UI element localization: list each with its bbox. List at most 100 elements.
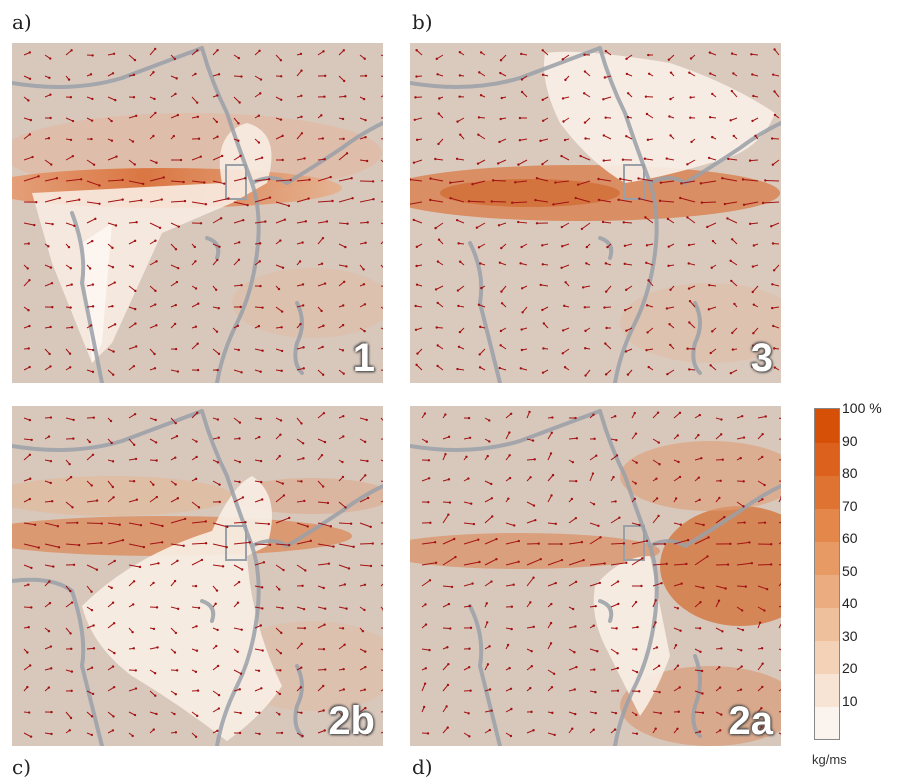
wind-arrow-head xyxy=(362,345,365,348)
wind-arrow-head xyxy=(667,58,671,61)
wind-arrow-head xyxy=(238,688,241,691)
wind-arrow-head xyxy=(345,152,349,155)
wind-arrow-head xyxy=(95,499,99,502)
wind-arrow-head xyxy=(638,523,641,527)
wind-arrow xyxy=(317,563,329,566)
wind-arrow-head xyxy=(667,245,670,248)
wind-arrow-head xyxy=(363,583,367,586)
wind-arrow-head xyxy=(770,137,774,140)
wind-arrow-head xyxy=(773,48,776,51)
wind-arrow-head xyxy=(458,74,462,77)
wind-arrow-head xyxy=(153,47,157,51)
wind-arrow-head xyxy=(668,323,671,326)
wind-arrow-head xyxy=(371,180,375,183)
map-c-svg xyxy=(12,406,383,746)
wind-arrow-head xyxy=(196,115,200,118)
wind-arrow-head xyxy=(625,57,628,61)
wind-arrow xyxy=(86,454,94,461)
wind-arrow-head xyxy=(341,460,344,464)
wind-arrow-head xyxy=(216,368,219,372)
wind-arrow xyxy=(128,180,144,185)
wind-arrow-head xyxy=(344,245,347,249)
wind-arrow-head xyxy=(438,97,441,100)
wind-arrow-head xyxy=(111,729,115,732)
wind-arrow xyxy=(715,627,723,632)
wind-arrow-head xyxy=(320,114,323,117)
wind-arrow xyxy=(752,285,759,293)
wind-arrow-head xyxy=(111,665,115,668)
wind-arrow-head xyxy=(571,727,574,730)
wind-arrow-head xyxy=(154,239,157,242)
wind-arrow-head xyxy=(183,199,187,203)
wind-arrow-head xyxy=(471,582,474,585)
wind-arrow xyxy=(128,54,136,61)
wind-arrow-head xyxy=(644,216,647,219)
wind-arrow-head xyxy=(261,498,264,501)
wind-arrow xyxy=(380,347,383,350)
wind-arrow-head xyxy=(741,628,745,632)
wind-arrow xyxy=(463,539,479,545)
wind-arrow-head xyxy=(323,158,326,161)
wind-arrow-head xyxy=(50,163,53,166)
wind-arrow-head xyxy=(27,309,30,312)
wind-arrow-head xyxy=(479,51,483,54)
wind-arrow xyxy=(410,201,423,205)
wind-arrow-head xyxy=(614,500,617,503)
wind-arrow-head xyxy=(279,239,282,242)
wind-arrow-head xyxy=(602,98,605,101)
wind-arrow-head xyxy=(132,73,136,77)
wind-arrow xyxy=(736,585,746,588)
wind-arrow-head xyxy=(640,584,643,588)
wind-arrow-head xyxy=(217,307,220,310)
wind-arrow xyxy=(296,198,309,203)
wind-arrow-head xyxy=(669,97,672,101)
wind-arrow-head xyxy=(300,711,303,714)
wind-arrow-head xyxy=(596,650,599,653)
wind-arrow-head xyxy=(657,664,661,668)
wind-arrow-head xyxy=(597,198,601,202)
wind-arrow xyxy=(317,283,326,287)
wind-arrow-head xyxy=(729,542,732,546)
wind-arrow xyxy=(86,180,100,186)
wind-arrow-head xyxy=(427,459,431,462)
wind-arrow-head xyxy=(710,266,713,269)
wind-arrow-head xyxy=(152,581,155,585)
wind-arrow-head xyxy=(160,198,163,201)
wind-arrow-head xyxy=(70,49,73,52)
wind-arrow-head xyxy=(281,158,284,162)
wind-arrow-head xyxy=(279,59,283,62)
wind-arrow-head xyxy=(435,326,438,329)
wind-arrow-head xyxy=(625,134,628,138)
wind-arrow xyxy=(468,200,486,203)
wind-arrow xyxy=(659,200,675,203)
wind-arrow-head xyxy=(678,411,682,415)
wind-arrow-head xyxy=(332,545,335,548)
wind-arrow-head xyxy=(780,496,781,499)
wind-arrow-head xyxy=(195,440,198,443)
wind-arrow-head xyxy=(197,137,201,140)
wind-arrow-head xyxy=(111,246,114,250)
wind-arrow-head xyxy=(657,441,660,444)
wind-arrow xyxy=(296,522,308,527)
wind-arrow-head xyxy=(133,239,137,243)
wind-arrow-head xyxy=(204,203,208,206)
wind-arrow-head xyxy=(118,523,121,526)
wind-arrow-head xyxy=(458,330,462,334)
wind-arrow-head xyxy=(112,496,115,499)
wind-arrow xyxy=(687,159,696,165)
wind-arrow-head xyxy=(27,626,30,629)
wind-arrow-head xyxy=(751,265,755,268)
wind-arrow-head xyxy=(633,411,636,415)
wind-arrow xyxy=(477,159,486,165)
wind-arrow xyxy=(317,501,328,504)
wind-arrow xyxy=(380,159,383,163)
wind-arrow xyxy=(254,221,266,224)
wind-arrow xyxy=(44,522,58,527)
wind-arrow-head xyxy=(424,667,428,670)
wind-arrow xyxy=(736,501,744,507)
wind-arrow xyxy=(44,177,57,182)
wind-arrow-head xyxy=(362,364,366,368)
wind-arrow-head xyxy=(614,711,618,715)
wind-arrow-head xyxy=(112,715,115,718)
wind-arrow-head xyxy=(508,454,511,457)
